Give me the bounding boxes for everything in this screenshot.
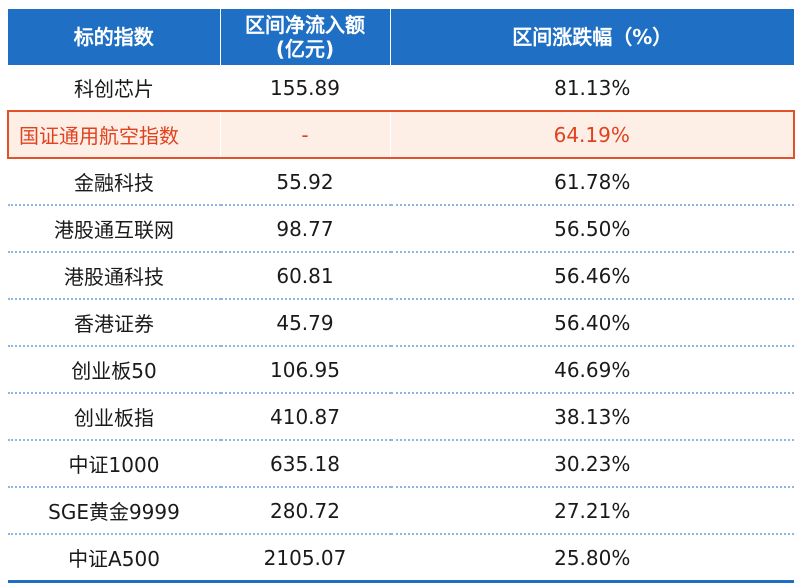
table-row: 中证1000 635.18 30.23% xyxy=(7,440,794,488)
cell-index-name: 中证1000 xyxy=(7,440,220,488)
header-net-inflow-line1: 区间净流入额 xyxy=(245,13,365,37)
table-row: 创业板50 106.95 46.69% xyxy=(7,346,794,394)
cell-net-inflow: 2105.07 xyxy=(219,534,390,583)
cell-index-name: 国证通用航空指数 xyxy=(7,110,220,159)
table-row: 香港证券 45.79 56.40% xyxy=(7,299,794,347)
cell-change-pct: 56.50% xyxy=(389,205,794,253)
cell-net-inflow: 106.95 xyxy=(219,346,390,394)
table-row: SGE黄金9999 280.72 27.21% xyxy=(7,487,794,535)
cell-change-pct: 56.46% xyxy=(389,252,794,300)
cell-change-pct: 81.13% xyxy=(389,65,794,112)
table-row: 金融科技 55.92 61.78% xyxy=(7,158,794,206)
cell-index-name: 中证A500 xyxy=(7,534,220,583)
cell-net-inflow: 60.81 xyxy=(219,252,390,300)
index-flow-table: 标的指数 区间净流入额 (亿元) 区间涨跌幅（%） 科创芯片 155.89 81.1… xyxy=(7,9,795,583)
cell-net-inflow: 410.87 xyxy=(219,393,390,441)
cell-index-name: 香港证券 xyxy=(7,299,220,347)
table-header-row: 标的指数 区间净流入额 (亿元) 区间涨跌幅（%） xyxy=(8,9,794,65)
cell-change-pct: 61.78% xyxy=(389,158,794,206)
cell-net-inflow: 155.89 xyxy=(219,65,390,112)
table-row: 港股通科技 60.81 56.46% xyxy=(7,252,794,300)
table-row: 科创芯片 155.89 81.13% xyxy=(7,65,794,112)
cell-index-name: 科创芯片 xyxy=(7,65,220,112)
cell-change-pct: 64.19% xyxy=(389,110,795,159)
cell-change-pct: 56.40% xyxy=(389,299,794,347)
cell-net-inflow: 98.77 xyxy=(219,205,390,253)
table-row: 创业板指 410.87 38.13% xyxy=(7,393,794,441)
cell-change-pct: 46.69% xyxy=(389,346,794,394)
cell-net-inflow: 635.18 xyxy=(219,440,390,488)
header-change-pct: 区间涨跌幅（%） xyxy=(389,9,794,65)
cell-net-inflow: - xyxy=(219,110,390,159)
cell-net-inflow: 45.79 xyxy=(219,299,390,347)
table-row: 中证A500 2105.07 25.80% xyxy=(7,534,794,583)
table-row: 国证通用航空指数 -64.19% xyxy=(7,110,795,159)
header-index-name: 标的指数 xyxy=(8,9,220,65)
cell-index-name: 港股通科技 xyxy=(7,252,220,300)
cell-net-inflow: 55.92 xyxy=(219,158,390,206)
header-net-inflow-line2: (亿元) xyxy=(275,37,335,61)
cell-index-name: 创业板50 xyxy=(7,346,220,394)
cell-index-name: 金融科技 xyxy=(7,158,220,206)
cell-change-pct: 25.80% xyxy=(389,534,794,583)
cell-index-name: SGE黄金9999 xyxy=(7,487,220,535)
cell-change-pct: 30.23% xyxy=(389,440,794,488)
cell-index-name: 港股通互联网 xyxy=(7,205,220,253)
header-net-inflow: 区间净流入额 (亿元) xyxy=(219,9,390,65)
index-flow-table-container: 标的指数 区间净流入额 (亿元) 区间涨跌幅（%） 科创芯片 155.89 81.1… xyxy=(7,0,795,583)
cell-change-pct: 38.13% xyxy=(389,393,794,441)
cell-net-inflow: 280.72 xyxy=(219,487,390,535)
cell-index-name: 创业板指 xyxy=(7,393,220,441)
cell-change-pct: 27.21% xyxy=(389,487,794,535)
table-row: 港股通互联网 98.77 56.50% xyxy=(7,205,794,253)
